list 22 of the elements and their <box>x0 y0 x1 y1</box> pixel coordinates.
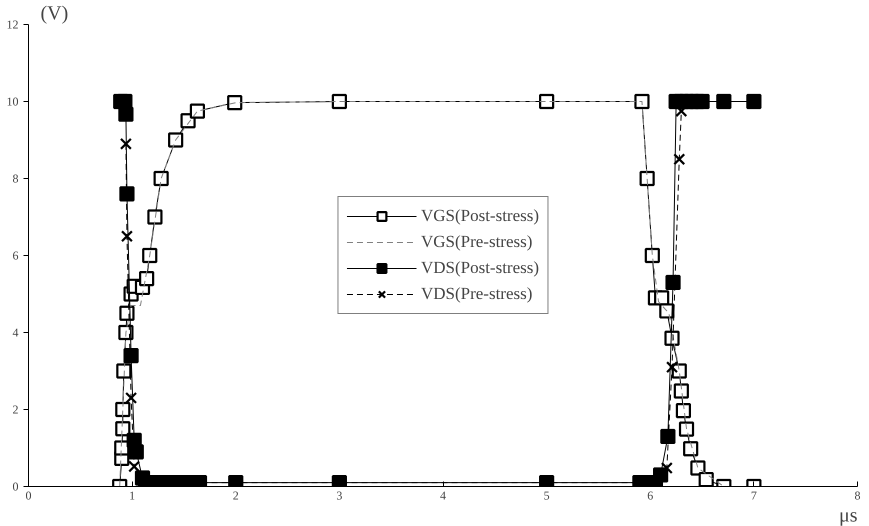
x-tick-label: 4 <box>440 488 446 502</box>
legend-label: VGS(Post-stress) <box>420 206 540 226</box>
y-tick-label: 12 <box>6 18 18 32</box>
x-tick-label: 0 <box>26 488 32 502</box>
y-axis-title: (V) <box>40 2 68 24</box>
x-tick-label: 2 <box>232 488 239 502</box>
x-axis-title: μs <box>838 504 858 526</box>
y-tick-label: 6 <box>12 248 18 262</box>
y-tick-label: 2 <box>12 402 18 416</box>
x-tick-label: 6 <box>647 488 654 502</box>
y-tick-label: 4 <box>12 326 18 340</box>
legend-label: VDS(Pre-stress) <box>420 284 532 304</box>
legend-label: VDS(Post-stress) <box>420 258 540 278</box>
y-tick-label: 0 <box>12 480 18 494</box>
x-tick-label: 3 <box>336 488 342 502</box>
legend-label: VGS(Pre-stress) <box>420 232 532 252</box>
x-tick-label: 1 <box>129 488 136 502</box>
x-tick-label: 8 <box>854 488 860 502</box>
y-tick-label: 10 <box>6 94 18 108</box>
x-tick-label: 5 <box>544 488 550 502</box>
y-tick-label: 8 <box>12 172 18 186</box>
x-tick-label: 7 <box>750 488 757 502</box>
